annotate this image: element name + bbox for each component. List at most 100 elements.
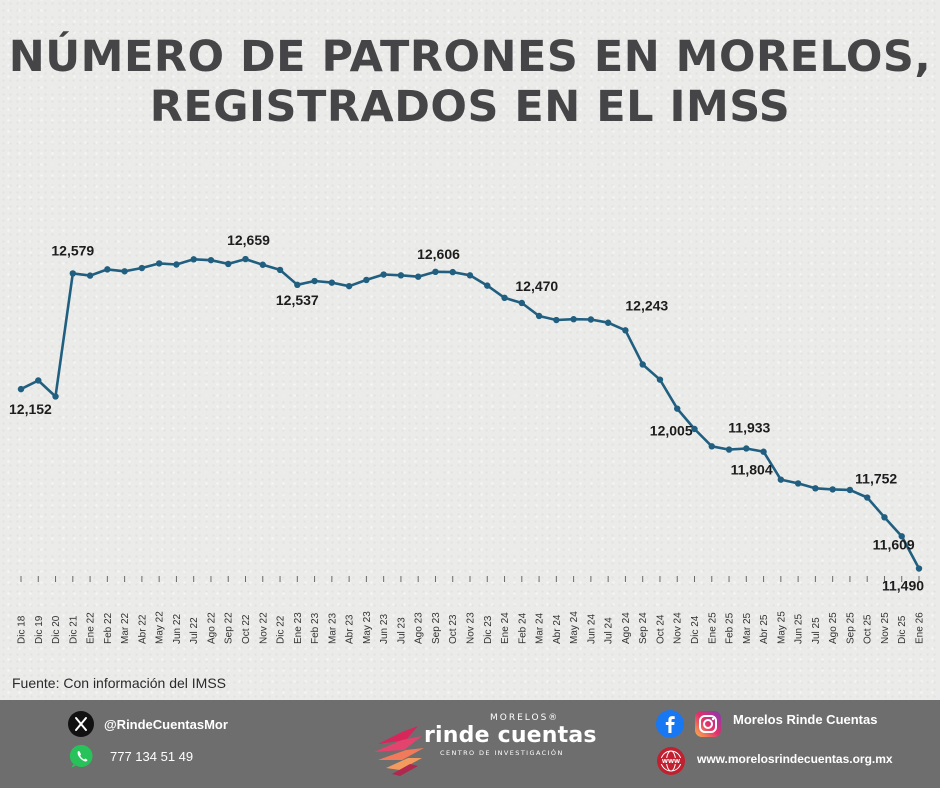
x-tick-label: Nov 24 bbox=[673, 612, 684, 644]
x-tick-label: Ene 26 bbox=[915, 612, 926, 644]
data-point bbox=[553, 316, 560, 324]
x-tick-label: Jun 22 bbox=[172, 614, 183, 644]
data-label: 12,606 bbox=[417, 246, 460, 262]
data-label: 11,804 bbox=[731, 462, 773, 478]
x-tick-label: Oct 22 bbox=[241, 614, 252, 644]
data-point bbox=[190, 256, 197, 263]
x-tick-label: Abr 23 bbox=[345, 614, 356, 644]
data-point bbox=[812, 485, 819, 492]
data-point bbox=[466, 272, 474, 279]
data-point bbox=[846, 486, 854, 494]
data-point bbox=[518, 299, 526, 307]
x-tick-label: Ago 24 bbox=[621, 612, 632, 644]
data-point bbox=[501, 294, 508, 302]
www-icon[interactable]: WWW bbox=[656, 746, 686, 776]
x-tick-label: Oct 24 bbox=[656, 614, 667, 644]
data-label: 11,609 bbox=[873, 536, 915, 552]
x-tick-label: May 24 bbox=[569, 611, 580, 644]
social-name[interactable]: Morelos Rinde Cuentas bbox=[733, 712, 878, 727]
data-point bbox=[35, 377, 42, 384]
data-point bbox=[829, 486, 836, 493]
series-line bbox=[20, 257, 921, 570]
x-tick-label: Nov 25 bbox=[880, 612, 891, 644]
website-link[interactable]: www.morelosrindecuentas.org.mx bbox=[697, 752, 893, 766]
x-tick-label: Jul 23 bbox=[396, 617, 407, 644]
x-tick-label: Jun 23 bbox=[379, 614, 390, 644]
x-tick-label: Sep 24 bbox=[638, 612, 649, 644]
data-label: 11,752 bbox=[855, 471, 897, 487]
whatsapp-icon[interactable] bbox=[68, 742, 96, 770]
x-tick-label: Jun 25 bbox=[794, 614, 805, 644]
data-label: 12,152 bbox=[9, 401, 52, 417]
data-point bbox=[225, 260, 232, 268]
data-label: 12,659 bbox=[227, 232, 270, 248]
x-tick-label: Dic 22 bbox=[276, 615, 287, 644]
data-point bbox=[69, 270, 77, 277]
data-point bbox=[414, 273, 422, 280]
data-point bbox=[207, 256, 215, 264]
line-chart: Dic 18 Dic 19 Dic 20 Dic 21 Ene 22 Feb 22 Mar … bbox=[9, 232, 926, 644]
x-tick-label: Dic 25 bbox=[897, 615, 908, 644]
data-point bbox=[708, 443, 715, 450]
data-point bbox=[86, 272, 94, 279]
x-tick-label: May 22 bbox=[155, 611, 166, 644]
brand-main-text: rinde cuentas bbox=[424, 723, 597, 748]
x-tick-label: Mar 22 bbox=[120, 612, 131, 644]
data-point bbox=[276, 266, 284, 274]
x-tick-label: Mar 23 bbox=[327, 612, 338, 644]
page-title: NÚMERO DE PATRONES EN MORELOS, REGISTRAD… bbox=[0, 32, 940, 132]
brand-top-text: MORELOS® bbox=[490, 713, 560, 723]
svg-text:WWW: WWW bbox=[662, 759, 680, 765]
x-tick-label: Abr 25 bbox=[759, 614, 770, 644]
data-point bbox=[52, 393, 59, 400]
data-point bbox=[587, 316, 595, 323]
data-point bbox=[328, 279, 336, 286]
x-tick-label: Dic 21 bbox=[68, 615, 79, 644]
x-tick-label: Jul 25 bbox=[811, 617, 822, 644]
data-point bbox=[915, 565, 923, 572]
facebook-icon[interactable] bbox=[656, 710, 684, 738]
twitter-handle[interactable]: @RindeCuentasMor bbox=[104, 717, 228, 732]
data-label: 12,579 bbox=[51, 242, 94, 258]
data-point bbox=[259, 261, 266, 268]
source-note: Fuente: Con información del IMSS bbox=[12, 675, 226, 691]
x-tick-label: Feb 22 bbox=[103, 612, 114, 644]
data-label: 12,243 bbox=[625, 297, 668, 313]
x-tick-label: Oct 23 bbox=[448, 614, 459, 644]
data-label: 12,537 bbox=[276, 292, 319, 308]
data-point bbox=[674, 405, 681, 412]
data-point bbox=[725, 446, 733, 453]
data-point bbox=[432, 268, 439, 276]
data-point bbox=[397, 272, 405, 279]
x-tick-label: Dic 19 bbox=[34, 615, 45, 644]
x-tick-label: Sep 23 bbox=[431, 612, 442, 644]
x-tick-label: Mar 25 bbox=[742, 612, 753, 644]
x-tick-label: Ene 24 bbox=[500, 612, 511, 644]
data-point bbox=[17, 385, 25, 393]
x-tick-label: Jun 24 bbox=[586, 614, 597, 644]
data-point bbox=[777, 476, 785, 483]
data-point bbox=[294, 281, 301, 289]
x-tick-label: Feb 24 bbox=[517, 612, 528, 644]
x-tick-label: Dic 18 bbox=[17, 615, 28, 644]
data-point bbox=[639, 361, 646, 368]
data-point bbox=[691, 425, 698, 433]
x-tick-label: Nov 23 bbox=[466, 612, 477, 644]
x-tick-label: Abr 24 bbox=[552, 614, 563, 644]
instagram-icon[interactable] bbox=[694, 710, 722, 738]
whatsapp-number[interactable]: 777 134 51 49 bbox=[110, 749, 194, 764]
x-tick-label: Sep 22 bbox=[224, 612, 235, 644]
data-point bbox=[535, 312, 543, 320]
x-icon[interactable] bbox=[68, 711, 94, 737]
data-point bbox=[743, 445, 750, 452]
x-tick-label: Abr 22 bbox=[137, 614, 148, 644]
data-point bbox=[898, 533, 905, 540]
x-tick-label: Sep 25 bbox=[845, 612, 856, 644]
data-point bbox=[155, 260, 163, 267]
data-point bbox=[604, 319, 612, 326]
data-point bbox=[449, 268, 456, 276]
x-tick-label: Dic 24 bbox=[690, 615, 701, 644]
title-line-1: NÚMERO DE PATRONES EN MORELOS, bbox=[8, 32, 932, 82]
data-label: 12,005 bbox=[650, 423, 693, 439]
data-point bbox=[380, 271, 387, 278]
